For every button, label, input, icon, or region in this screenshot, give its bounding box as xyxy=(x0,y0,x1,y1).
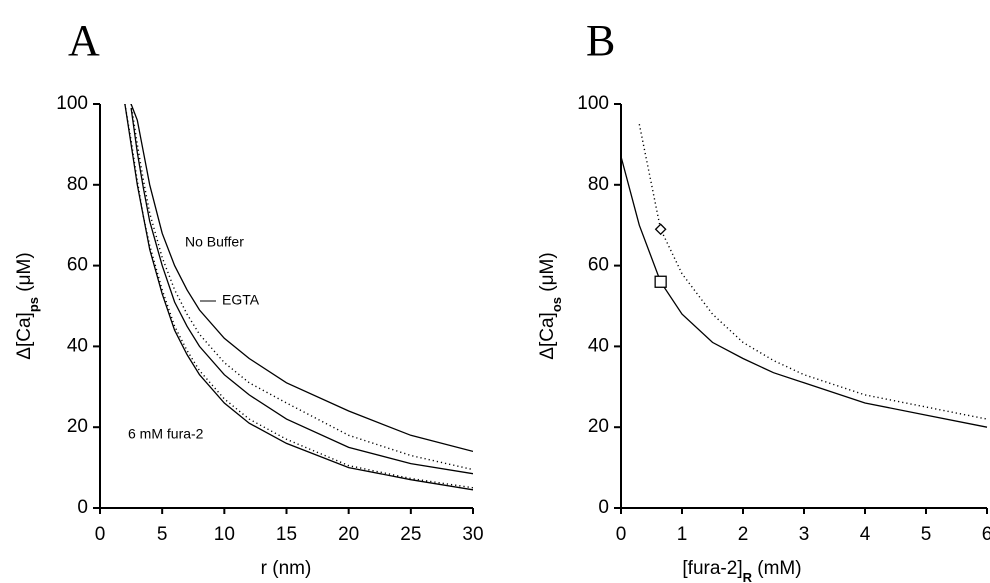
curve xyxy=(621,156,988,428)
label-subscript: os xyxy=(549,297,564,312)
x-tick-label: 20 xyxy=(338,524,359,545)
curve xyxy=(638,124,988,420)
x-tick-label: 10 xyxy=(214,524,235,545)
x-tick-label: 25 xyxy=(400,524,421,545)
panel: A 0 20 40 60 80 100 0 5 10 15 20 25 30 r (nm) Δ[Ca]ps (… xyxy=(14,16,484,579)
y-tick-label: 0 xyxy=(77,497,88,518)
plot-area xyxy=(621,124,988,428)
panel-title: B xyxy=(586,16,615,65)
label-part: (μM) xyxy=(537,252,558,297)
label-subscript: ps xyxy=(26,297,41,312)
curve xyxy=(130,104,473,453)
x-axis-label: [fura-2]R (mM) xyxy=(682,558,801,583)
panel-title: A xyxy=(68,16,100,65)
label-part: (μM) xyxy=(14,252,35,297)
plot-area xyxy=(124,104,473,491)
x-tick-label: 0 xyxy=(616,524,627,545)
y-tick-label: 100 xyxy=(56,93,88,114)
curve xyxy=(130,107,473,475)
x-tick-label: 30 xyxy=(462,524,483,545)
x-tick-label: 15 xyxy=(276,524,297,545)
square-marker xyxy=(654,275,667,288)
y-tick-label: 100 xyxy=(577,93,609,114)
y-tick-label: 40 xyxy=(67,335,88,356)
label-part: [fura-2] xyxy=(682,558,742,579)
x-tick-label: 5 xyxy=(921,524,932,545)
y-tick-label: 40 xyxy=(588,335,609,356)
y-axis-label: Δ[Ca]os (μM) xyxy=(537,252,564,359)
y-tick-label: 0 xyxy=(598,497,609,518)
x-axis-label: r (nm) xyxy=(261,558,312,579)
y-tick-label: 60 xyxy=(588,255,609,276)
label-subscript: R xyxy=(743,570,753,583)
x-tick-label: 4 xyxy=(860,524,871,545)
x-tick-label: 1 xyxy=(677,524,688,545)
x-tick-label: 0 xyxy=(95,524,106,545)
y-tick-label: 20 xyxy=(588,416,609,437)
curve-label: 6 mM fura-2 xyxy=(128,426,204,442)
y-axis-label: Δ[Ca]ps (μM) xyxy=(14,252,41,359)
x-tick-label: 6 xyxy=(982,524,990,545)
y-tick-label: 80 xyxy=(588,174,609,195)
x-tick-label: 5 xyxy=(157,524,168,545)
curve xyxy=(130,104,473,471)
label-part: Δ[Ca] xyxy=(14,312,35,360)
y-tick-label: 80 xyxy=(67,174,88,195)
panel: B 0 20 40 60 80 100 0 1 2 3 4 5 6 [fura-2]R (mM) Δ[Ca]o… xyxy=(537,16,990,583)
label-part: (mM) xyxy=(752,558,802,579)
curve-label: No Buffer xyxy=(185,234,244,250)
diamond-marker xyxy=(654,223,667,236)
x-tick-label: 3 xyxy=(799,524,810,545)
label-part: Δ[Ca] xyxy=(537,312,558,360)
y-tick-label: 20 xyxy=(67,416,88,437)
y-tick-label: 60 xyxy=(67,255,88,276)
curve-label: EGTA xyxy=(222,292,260,308)
x-tick-label: 2 xyxy=(738,524,749,545)
